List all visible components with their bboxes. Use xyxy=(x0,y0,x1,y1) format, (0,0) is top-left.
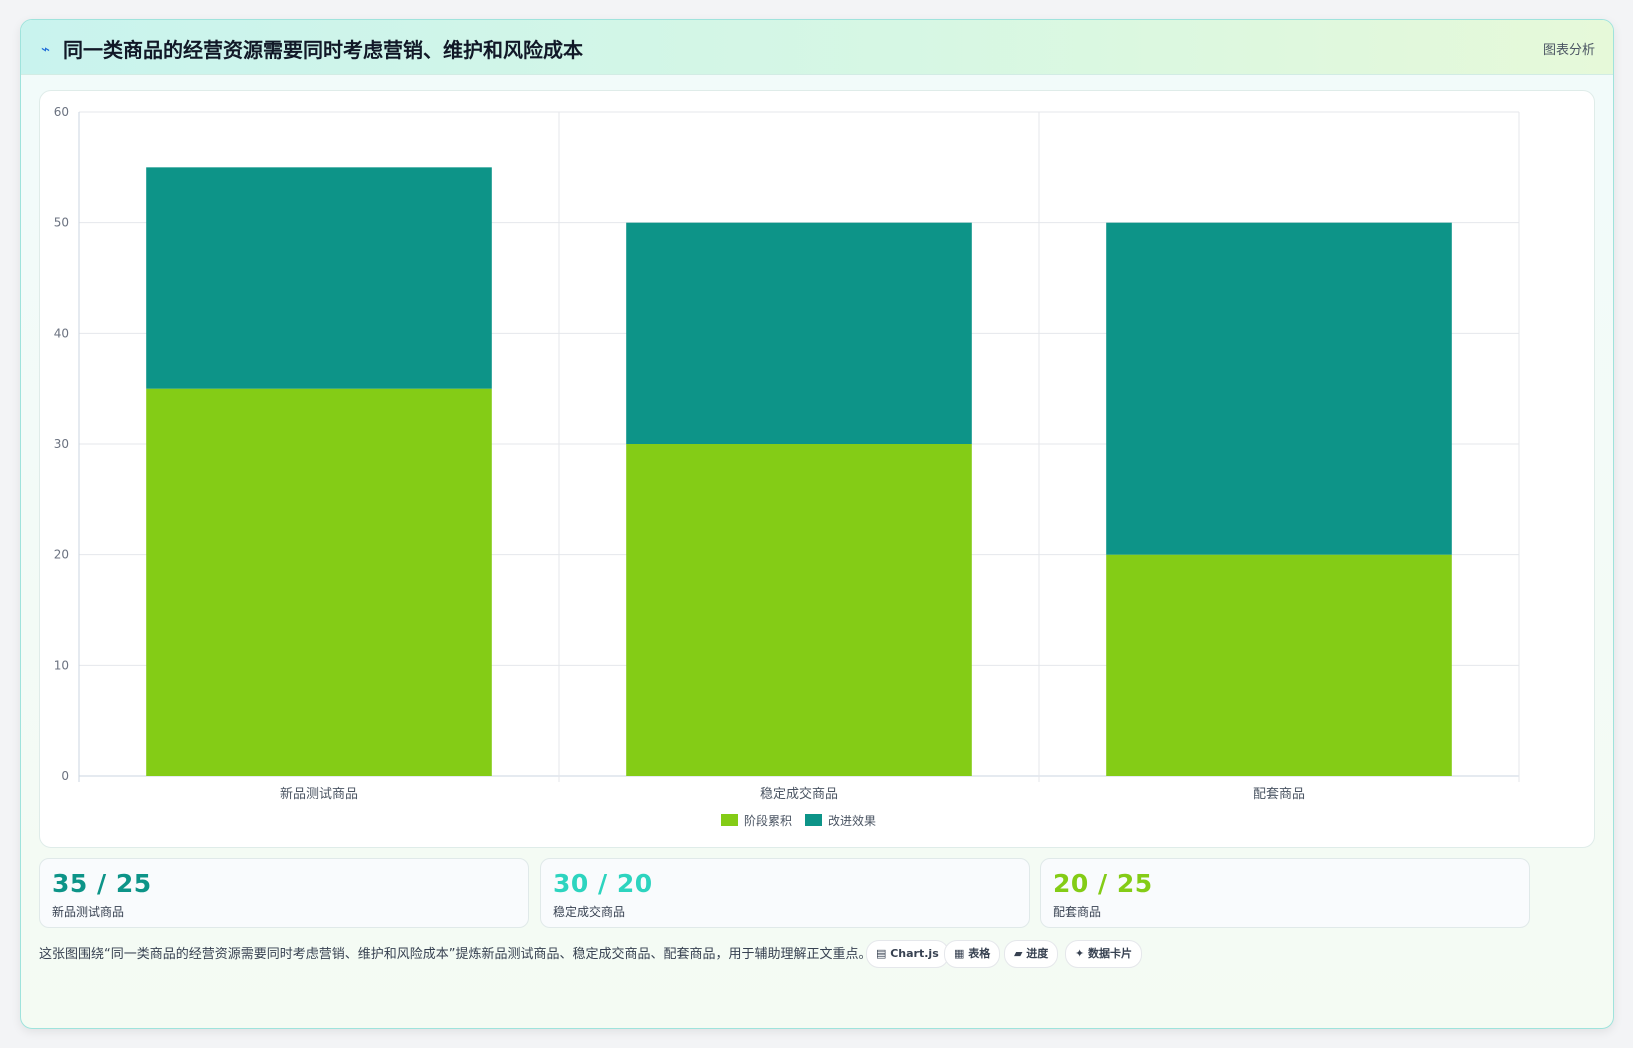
y-tick-label: 60 xyxy=(54,105,69,119)
tag-table[interactable]: ▦ 表格 xyxy=(944,940,1001,968)
legend-swatch xyxy=(805,814,822,826)
tag-label: 表格 xyxy=(968,947,991,960)
bar-segment xyxy=(146,388,492,776)
progress-icon: ▰ xyxy=(1014,947,1027,960)
stat-card-stable-products: 30 / 20 稳定成交商品 xyxy=(540,858,1030,928)
chart-icon: ▤ xyxy=(876,947,891,960)
tag-label: 数据卡片 xyxy=(1088,947,1133,960)
tag-label: Chart.js xyxy=(890,947,939,960)
x-tick-label: 配套商品 xyxy=(1253,786,1305,802)
legend-swatch xyxy=(721,814,738,826)
table-icon: ▦ xyxy=(954,947,969,960)
legend-label: 改进效果 xyxy=(828,813,876,828)
page-title: 同一类商品的经营资源需要同时考虑营销、维护和风险成本 xyxy=(63,38,583,62)
stat-label: 稳定成交商品 xyxy=(553,905,626,919)
chart-description: 这张图围绕“同一类商品的经营资源需要同时考虑营销、维护和风险成本”提炼新品测试商… xyxy=(39,947,872,962)
chart-analysis-link[interactable]: 图表分析 xyxy=(1542,43,1595,58)
card-icon: ✦ xyxy=(1075,947,1089,960)
bar-segment xyxy=(626,444,972,776)
stat-value: 30 / 20 xyxy=(553,869,653,898)
tag-label: 进度 xyxy=(1026,947,1049,960)
y-tick-label: 0 xyxy=(61,769,69,783)
tag-chartjs[interactable]: ▤ Chart.js xyxy=(866,940,949,968)
stat-card-accessory-products: 20 / 25 配套商品 xyxy=(1040,858,1530,928)
x-tick-label: 稳定成交商品 xyxy=(760,786,838,802)
y-tick-label: 20 xyxy=(54,548,69,562)
bar-segment xyxy=(1106,222,1452,555)
y-tick-label: 50 xyxy=(54,216,69,230)
x-tick-label: 新品测试商品 xyxy=(280,786,358,802)
chart-window: ⌁ 同一类商品的经营资源需要同时考虑营销、维护和风险成本 图表分析 0 10 20 3… xyxy=(20,19,1614,1029)
bar-segment xyxy=(146,167,492,389)
stat-card-new-products: 35 / 25 新品测试商品 xyxy=(39,858,529,928)
stat-label: 新品测试商品 xyxy=(52,905,125,919)
y-tick-label: 10 xyxy=(54,658,69,672)
tag-data-card[interactable]: ✦ 数据卡片 xyxy=(1065,940,1143,968)
stat-value: 35 / 25 xyxy=(52,869,152,898)
tag-progress[interactable]: ▰ 进度 xyxy=(1004,940,1059,968)
y-tick-label: 30 xyxy=(54,437,69,451)
chart-card: 0 10 20 30 40 50 60 新品测试商品 稳定成交商品 配套商品阶段累积 改进效果 xyxy=(39,90,1595,848)
stat-value: 20 / 25 xyxy=(1053,869,1153,898)
legend-label: 阶段累积 xyxy=(744,813,792,828)
header-bar: ⌁ 同一类商品的经营资源需要同时考虑营销、维护和风险成本 图表分析 xyxy=(21,20,1613,75)
bar-segment xyxy=(1106,554,1452,776)
trend-icon: ⌁ xyxy=(41,40,51,58)
bar-segment xyxy=(626,222,972,444)
stat-label: 配套商品 xyxy=(1053,905,1102,919)
y-tick-label: 40 xyxy=(54,326,69,340)
